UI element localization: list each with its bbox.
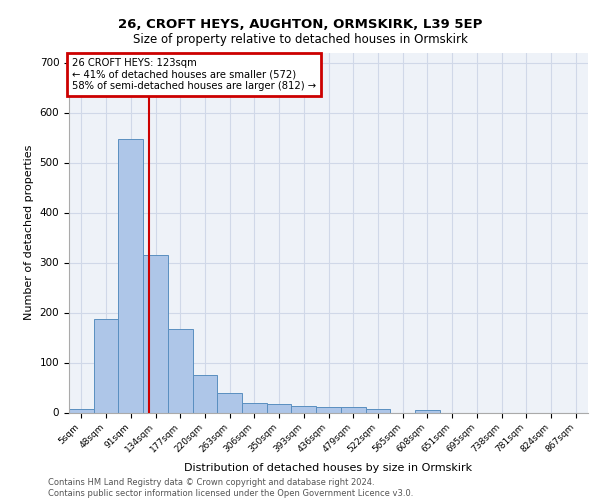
Bar bbox=[292, 406, 316, 412]
Bar bbox=[94, 319, 118, 412]
Bar bbox=[242, 403, 267, 412]
Bar bbox=[341, 406, 365, 412]
X-axis label: Distribution of detached houses by size in Ormskirk: Distribution of detached houses by size … bbox=[184, 462, 473, 472]
Bar bbox=[267, 404, 292, 412]
Bar bbox=[193, 374, 217, 412]
Bar bbox=[316, 406, 341, 412]
Y-axis label: Number of detached properties: Number of detached properties bbox=[24, 145, 34, 320]
Bar bbox=[143, 255, 168, 412]
Bar bbox=[168, 328, 193, 412]
Text: 26 CROFT HEYS: 123sqm
← 41% of detached houses are smaller (572)
58% of semi-det: 26 CROFT HEYS: 123sqm ← 41% of detached … bbox=[71, 58, 316, 91]
Text: Contains HM Land Registry data © Crown copyright and database right 2024.
Contai: Contains HM Land Registry data © Crown c… bbox=[48, 478, 413, 498]
Bar bbox=[217, 392, 242, 412]
Bar bbox=[69, 408, 94, 412]
Bar bbox=[118, 139, 143, 412]
Bar bbox=[365, 408, 390, 412]
Text: Size of property relative to detached houses in Ormskirk: Size of property relative to detached ho… bbox=[133, 32, 467, 46]
Text: 26, CROFT HEYS, AUGHTON, ORMSKIRK, L39 5EP: 26, CROFT HEYS, AUGHTON, ORMSKIRK, L39 5… bbox=[118, 18, 482, 30]
Bar bbox=[415, 410, 440, 412]
